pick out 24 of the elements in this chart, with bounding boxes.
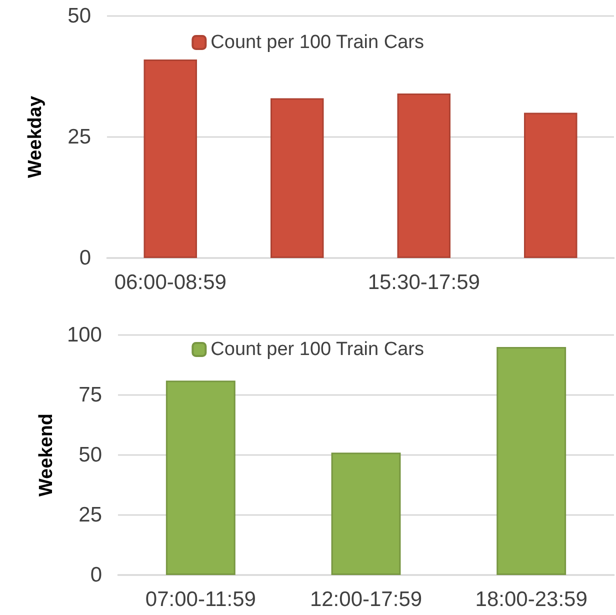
x-tick-label: 15:30-17:59 [368,271,480,294]
bar [496,347,566,575]
x-tick-label: 07:00-11:59 [145,588,256,611]
y-tick-label: 75 [78,384,102,406]
y-tick-label: 0 [90,564,102,586]
bar [397,93,450,258]
bar [331,452,401,575]
y-tick-label: 100 [66,324,102,346]
x-tick-label: 12:00-17:59 [310,588,422,611]
bar [524,112,578,258]
bar [144,60,197,258]
x-tick-label: 18:00-23:59 [475,588,588,611]
y-axis-title: Weekday [25,96,46,178]
y-tick-label: 25 [68,126,91,148]
legend-label: Count per 100 Train Cars [210,339,424,360]
bar [166,380,236,575]
bar [270,98,324,258]
x-tick-label: 06:00-08:59 [114,271,226,294]
y-tick-label: 50 [68,4,91,28]
y-tick-label: 25 [78,504,102,526]
y-tick-label: 0 [79,246,91,270]
y-axis-title: Weekend [36,413,57,497]
legend-label: Count per 100 Train Cars [210,32,424,53]
y-tick-label: 50 [78,444,102,466]
